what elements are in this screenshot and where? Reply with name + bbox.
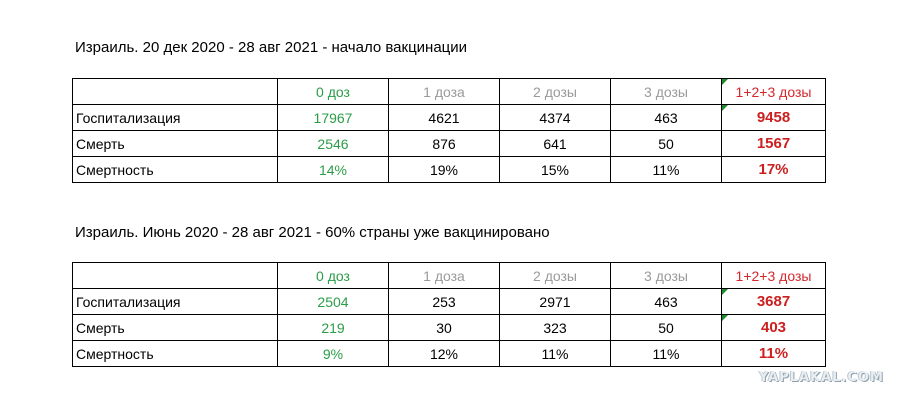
table-header-row: 0 доз 1 доза 2 дозы 3 дозы 1+2+3 дозы	[72, 262, 826, 289]
row-label: Смертность	[72, 156, 278, 183]
cell-3-doses: 11%	[610, 156, 722, 183]
table-row: Смертность 14% 19% 15% 11% 17%	[72, 156, 826, 183]
header-cell	[72, 78, 278, 105]
section1-caption: Израиль. 20 дек 2020 - 28 авг 2021 - нач…	[75, 39, 468, 56]
table-row: Смертность 9% 12% 11% 11% 11%	[72, 340, 826, 367]
cell-0-doses: 219	[277, 314, 389, 341]
row-label: Смерть	[72, 130, 278, 157]
cell-3-doses: 463	[610, 288, 722, 315]
row-label: Госпитализация	[72, 288, 278, 315]
cell-0-doses: 2546	[277, 130, 389, 157]
header-cell-total-doses: 1+2+3 дозы	[721, 78, 826, 105]
cell-total-doses: 9458	[721, 104, 826, 131]
row-label: Смерть	[72, 314, 278, 341]
cell-total-doses: 403	[721, 314, 826, 341]
header-cell-1-dose: 1 доза	[388, 262, 500, 289]
site-watermark: YAPLAKAL.COM	[759, 370, 884, 385]
cell-2-doses: 4374	[499, 104, 611, 131]
section2-caption: Израиль. Июнь 2020 - 28 авг 2021 - 60% с…	[75, 224, 550, 241]
cell-total-doses: 17%	[721, 156, 826, 183]
cell-2-doses: 323	[499, 314, 611, 341]
header-cell	[72, 262, 278, 289]
row-label: Госпитализация	[72, 104, 278, 131]
cell-0-doses: 9%	[277, 340, 389, 367]
cell-total-doses: 3687	[721, 288, 826, 315]
header-cell-3-doses: 3 дозы	[610, 78, 722, 105]
header-cell-total-doses: 1+2+3 дозы	[721, 262, 826, 289]
header-cell-2-doses: 2 дозы	[499, 78, 611, 105]
cell-1-dose: 12%	[388, 340, 500, 367]
header-cell-0-doses: 0 доз	[277, 262, 389, 289]
header-cell-1-dose: 1 доза	[388, 78, 500, 105]
row-label: Смертность	[72, 340, 278, 367]
cell-0-doses: 14%	[277, 156, 389, 183]
cell-3-doses: 463	[610, 104, 722, 131]
cell-1-dose: 253	[388, 288, 500, 315]
cell-2-doses: 2971	[499, 288, 611, 315]
table-row: Смерть 219 30 323 50 403	[72, 314, 826, 341]
cell-1-dose: 4621	[388, 104, 500, 131]
table-header-row: 0 доз 1 доза 2 дозы 3 дозы 1+2+3 дозы	[72, 78, 826, 105]
cell-1-dose: 876	[388, 130, 500, 157]
table-row: Смерть 2546 876 641 50 1567	[72, 130, 826, 157]
table-row: Госпитализация 2504 253 2971 463 3687	[72, 288, 826, 315]
cell-1-dose: 30	[388, 314, 500, 341]
cell-3-doses: 50	[610, 314, 722, 341]
cell-0-doses: 2504	[277, 288, 389, 315]
cell-3-doses: 50	[610, 130, 722, 157]
section2-table: 0 доз 1 доза 2 дозы 3 дозы 1+2+3 дозы Го…	[72, 262, 826, 367]
cell-3-doses: 11%	[610, 340, 722, 367]
table-row: Госпитализация 17967 4621 4374 463 9458	[72, 104, 826, 131]
section1-table: 0 доз 1 доза 2 дозы 3 дозы 1+2+3 дозы Го…	[72, 78, 826, 183]
header-cell-3-doses: 3 дозы	[610, 262, 722, 289]
cell-2-doses: 11%	[499, 340, 611, 367]
cell-1-dose: 19%	[388, 156, 500, 183]
cell-total-doses: 11%	[721, 340, 826, 367]
header-cell-0-doses: 0 доз	[277, 78, 389, 105]
header-cell-2-doses: 2 дозы	[499, 262, 611, 289]
cell-total-doses: 1567	[721, 130, 826, 157]
cell-0-doses: 17967	[277, 104, 389, 131]
cell-2-doses: 641	[499, 130, 611, 157]
cell-2-doses: 15%	[499, 156, 611, 183]
